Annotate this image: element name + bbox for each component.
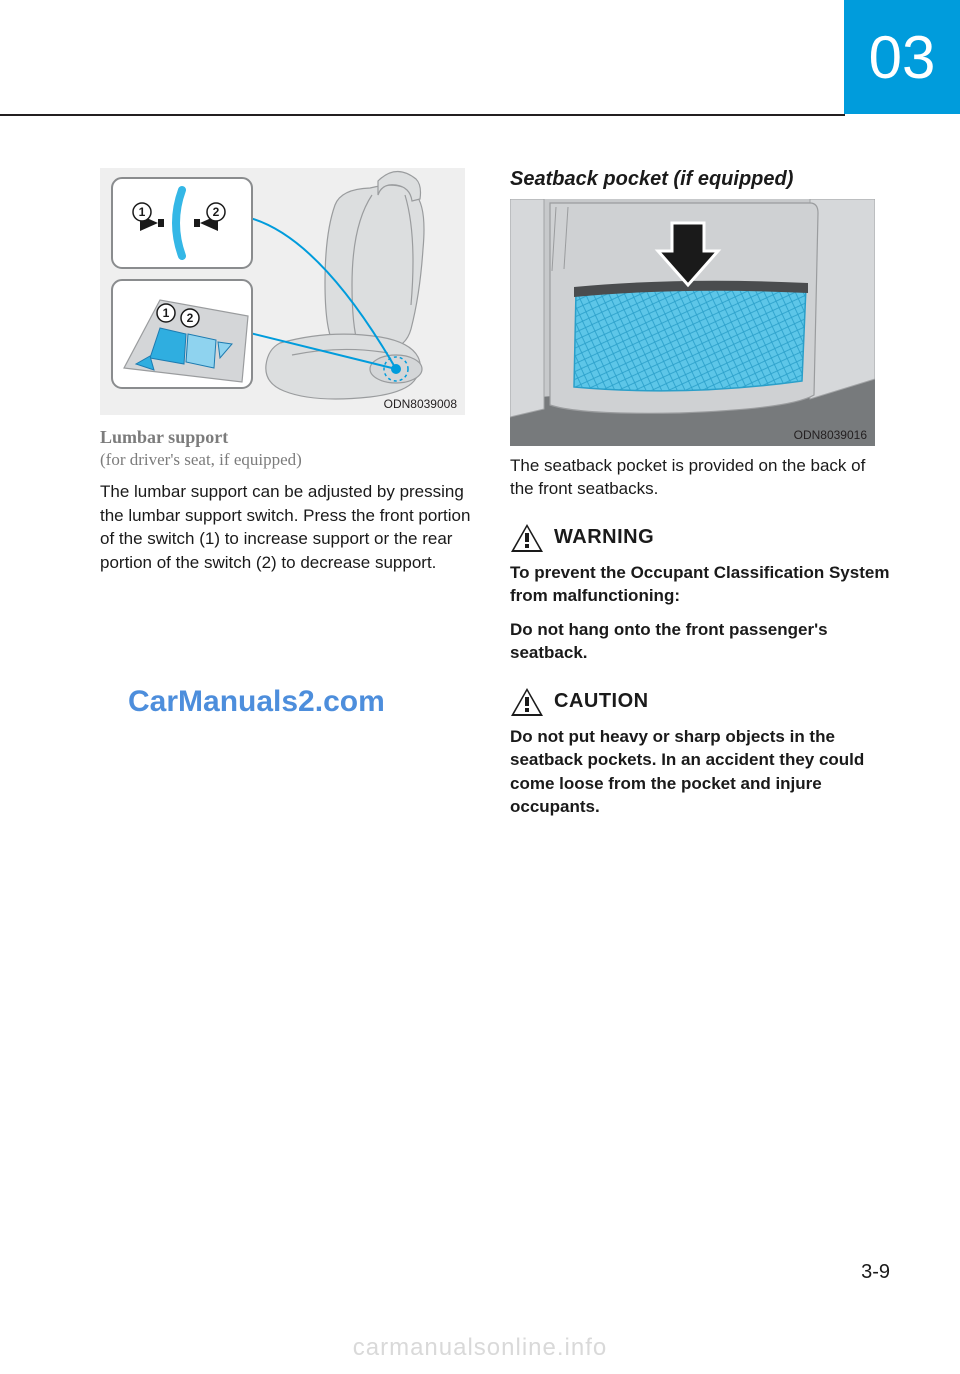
content-columns: 1 2 1 2 <box>100 168 890 819</box>
warning-icon <box>510 523 544 553</box>
seatback-title: Seatback pocket (if equipped) <box>510 168 890 191</box>
badge-1-top: 1 <box>139 205 146 219</box>
caution-header: CAUTION <box>510 687 890 717</box>
warning-text-2: Do not hang onto the front passenger's s… <box>510 618 890 665</box>
left-column: 1 2 1 2 <box>100 168 480 819</box>
warning-label: WARNING <box>554 526 654 549</box>
figure-seatback-pocket: ODN8039016 <box>510 199 875 446</box>
badge-2-top: 2 <box>213 205 220 219</box>
right-column: Seatback pocket (if equipped) <box>510 168 890 819</box>
caution-label: CAUTION <box>554 690 649 713</box>
caution-text: Do not put heavy or sharp objects in the… <box>510 725 890 819</box>
badge-2-bottom: 2 <box>187 311 194 325</box>
page-number: 3-9 <box>861 1261 890 1284</box>
figure-caption-left: ODN8039008 <box>384 397 457 411</box>
caution-icon <box>510 687 544 717</box>
lumbar-heading: Lumbar support <box>100 425 480 449</box>
seatback-paragraph: The seatback pocket is provided on the b… <box>510 454 890 501</box>
seatback-pocket-illustration <box>510 199 875 446</box>
header-rule <box>0 114 845 116</box>
lumbar-paragraph: The lumbar support can be adjusted by pr… <box>100 480 480 574</box>
badge-1-bottom: 1 <box>163 306 170 320</box>
manual-page: 03 <box>0 0 960 1374</box>
chapter-tab: 03 <box>844 0 960 114</box>
lumbar-support-illustration: 1 2 1 2 <box>100 168 465 415</box>
footer-watermark: carmanualsonline.info <box>0 1334 960 1362</box>
figure-lumbar-support: 1 2 1 2 <box>100 168 465 415</box>
chapter-number: 03 <box>869 23 936 92</box>
lumbar-subheading: (for driver's seat, if equipped) <box>100 449 480 472</box>
figure-caption-right: ODN8039016 <box>794 428 867 442</box>
warning-header: WARNING <box>510 523 890 553</box>
warning-text-1: To prevent the Occupant Classification S… <box>510 561 890 608</box>
